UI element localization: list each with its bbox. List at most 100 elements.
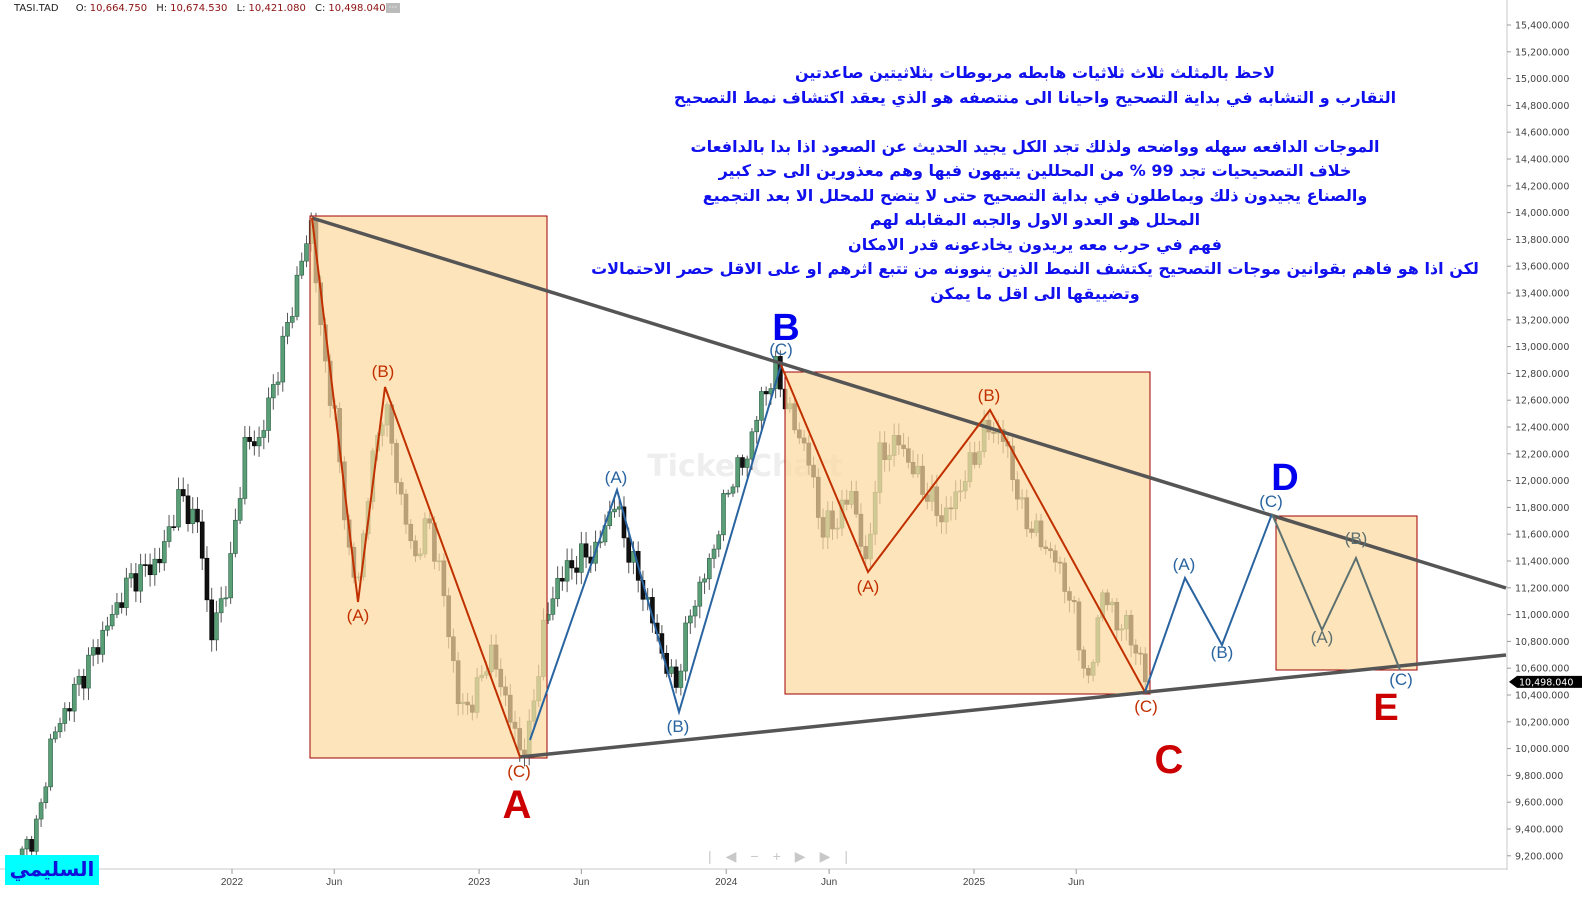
y-tick-label: 11,600.000	[1515, 530, 1569, 541]
candle-up	[270, 384, 276, 399]
ohlc-header: TASI.TAD O: 10,664.750 H: 10,674.530 L: 10,…	[14, 3, 401, 14]
candle-down	[143, 564, 148, 566]
y-tick-label: 13,200.000	[1515, 315, 1569, 326]
candle-up	[721, 493, 726, 536]
y-tick-label: 15,400.000	[1515, 21, 1569, 32]
high-value: 10,674.530	[170, 3, 228, 14]
candle-up	[34, 818, 39, 852]
y-tick-label: 15,000.000	[1515, 74, 1569, 85]
wave-label: (B)	[1211, 643, 1234, 662]
candle-up	[706, 558, 712, 580]
close-label: C:	[315, 3, 326, 14]
x-tick-label: 2025	[963, 877, 986, 888]
candle-up	[669, 666, 674, 674]
last-icon[interactable]: ▶|	[819, 848, 862, 864]
note-line: لكن اذا هو فاهم بقوانين موجات التصحيح يك…	[591, 259, 1479, 278]
wave-c-path	[780, 364, 1146, 693]
candle-up	[702, 578, 707, 583]
candle-down	[252, 441, 257, 447]
y-tick-label: 11,800.000	[1515, 503, 1569, 514]
last-price-label: 10,498.040	[1519, 677, 1573, 688]
candle-up	[57, 723, 63, 733]
y-tick-label: 12,200.000	[1515, 449, 1569, 460]
next-icon[interactable]: ▶	[794, 848, 820, 864]
wave-d-path	[1144, 513, 1273, 693]
candle-up	[176, 489, 181, 528]
candle-down	[247, 437, 252, 442]
y-tick-label: 10,000.000	[1515, 744, 1569, 755]
candle-up	[616, 506, 622, 510]
candle-up	[48, 738, 53, 788]
y-tick-label: 13,000.000	[1515, 342, 1569, 353]
analysis-note: لاحظ بالمثلث ثلاث ثلاثيات هابطه مربوطات …	[585, 61, 1485, 306]
wave-main-label: C	[1155, 738, 1184, 782]
note-line	[585, 110, 1485, 135]
candle-down	[67, 708, 72, 712]
candle-up	[162, 541, 167, 564]
y-tick-label: 10,400.000	[1515, 691, 1569, 702]
y-tick-label: 12,600.000	[1515, 396, 1569, 407]
symbol-label: TASI.TAD	[14, 3, 59, 14]
candle-up	[233, 519, 238, 554]
candle-up	[555, 578, 560, 600]
note-line: الموجات الدافعه سهله وواضحه ولذلك تجد ال…	[690, 136, 1380, 156]
candle-up	[579, 543, 584, 573]
candle-up	[152, 558, 158, 576]
y-tick-label: 13,800.000	[1515, 235, 1569, 246]
zoom-out-icon[interactable]: −	[750, 848, 773, 864]
candle-down	[199, 521, 205, 559]
wave-a-path	[311, 217, 521, 758]
prev-icon[interactable]: ◀	[725, 848, 751, 864]
wave-main-label: B	[772, 307, 799, 349]
candle-down	[583, 543, 589, 558]
candle-up	[90, 647, 96, 656]
ellipsis-icon[interactable]: ···	[385, 3, 401, 13]
chart-navigation: |◀−+▶▶|	[708, 848, 862, 865]
y-tick-label: 11,000.000	[1515, 610, 1569, 621]
candle-up	[53, 731, 58, 740]
candle-up	[716, 534, 722, 550]
y-tick-label: 9,600.000	[1515, 798, 1563, 809]
zoom-in-icon[interactable]: +	[772, 848, 795, 864]
candle-up	[38, 802, 44, 820]
open-value: 10,664.750	[89, 3, 148, 14]
candle-up	[24, 839, 30, 850]
wave-label: (C)	[1259, 492, 1283, 511]
low-value: 10,421.080	[248, 3, 306, 14]
candle-up	[128, 573, 134, 579]
candle-up	[730, 486, 736, 494]
candle-up	[114, 602, 120, 615]
y-tick-label: 14,200.000	[1515, 181, 1569, 192]
close-value: 10,498.040	[328, 3, 386, 14]
signature-logo: السليمي	[5, 855, 99, 885]
first-icon[interactable]: |	[708, 848, 726, 864]
y-tick-label: 9,200.000	[1515, 851, 1563, 862]
wave-label: (B)	[1345, 529, 1368, 548]
wave-label: (A)	[1311, 628, 1334, 647]
candle-down	[171, 526, 177, 528]
candle-up	[289, 316, 295, 323]
y-tick-label: 14,600.000	[1515, 128, 1569, 139]
candle-up	[214, 612, 219, 641]
lower-trendline	[519, 653, 1507, 759]
x-tick-label: 2023	[468, 877, 491, 888]
candle-up	[725, 492, 731, 495]
y-tick-label: 9,400.000	[1515, 825, 1563, 836]
y-tick-label: 11,200.000	[1515, 583, 1569, 594]
candle-down	[560, 578, 565, 582]
y-tick-label: 12,800.000	[1515, 369, 1569, 380]
candle-up	[564, 560, 570, 582]
candle-down	[740, 457, 745, 468]
candle-up	[105, 625, 110, 631]
candle-up	[688, 615, 693, 624]
y-tick-label: 10,200.000	[1515, 717, 1569, 728]
correction-box	[309, 215, 548, 759]
x-tick-label: Jun	[573, 877, 589, 888]
candle-up	[166, 526, 172, 542]
y-tick-label: 14,800.000	[1515, 101, 1569, 112]
note-line: خلاف التصحيحيات تجد 99 % من المحللين يتي…	[718, 161, 1352, 180]
candle-up	[76, 675, 82, 685]
candle-up	[550, 598, 556, 615]
candle-up	[678, 670, 684, 688]
